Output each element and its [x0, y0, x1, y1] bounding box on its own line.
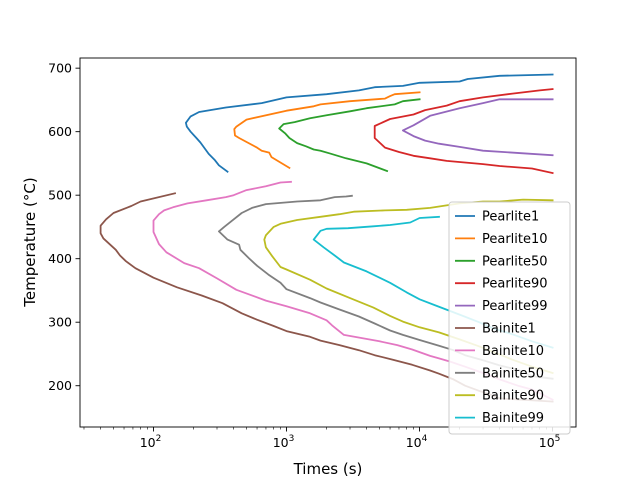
legend-entry: Bainite90	[482, 389, 544, 404]
y-tick-label: 400	[48, 251, 72, 266]
x-tick-label: 104	[406, 434, 428, 450]
y-axis-ticks: 200 300 400 500 600 700	[48, 61, 80, 393]
series-line-pearlite99	[401, 98, 554, 157]
legend-entry: Bainite1	[482, 322, 536, 337]
y-tick-label: 700	[48, 61, 72, 76]
x-axis-label: Times (s)	[293, 460, 363, 478]
y-tick-label: 500	[48, 188, 72, 203]
legend: Pearlite1 Pearlite10 Pearlite50 Pearlite90 P…	[448, 201, 571, 435]
legend-entry: Pearlite10	[482, 232, 548, 247]
series-line-bainite10	[152, 180, 554, 401]
series-line-pearlite90	[373, 88, 554, 175]
plot-frame	[79, 57, 577, 428]
y-axis-label: Temperature (°C)	[21, 177, 39, 307]
series-line-pearlite50	[278, 98, 421, 173]
y-tick-label: 600	[48, 124, 72, 139]
x-axis-ticks: 102 103 104 105	[83, 427, 561, 450]
x-tick-label: 102	[140, 434, 162, 450]
legend-entry: Bainite50	[482, 366, 544, 381]
y-tick-label: 200	[48, 378, 72, 393]
legend-entry: Bainite99	[482, 411, 544, 426]
legend-entry: Bainite10	[482, 344, 544, 359]
legend-entry: Pearlite50	[482, 254, 548, 269]
y-tick-label: 300	[48, 315, 72, 330]
series-line-pearlite1	[184, 73, 554, 173]
x-tick-label: 103	[273, 434, 295, 450]
series-line-bainite1	[99, 192, 554, 403]
legend-entry: Pearlite90	[482, 277, 548, 292]
x-tick-label: 105	[539, 434, 561, 450]
legend-box	[448, 201, 571, 435]
series-line-pearlite10	[233, 91, 421, 170]
legend-entry: Pearlite1	[482, 210, 539, 225]
legend-entry: Pearlite99	[482, 299, 548, 314]
